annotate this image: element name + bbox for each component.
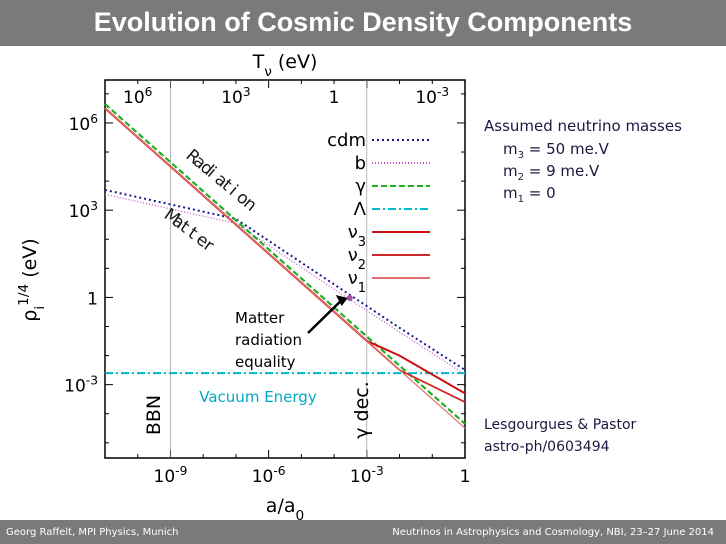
series-line-b xyxy=(104,193,466,376)
series-line-cdm xyxy=(104,188,466,371)
legend-label: ν3 xyxy=(348,222,366,250)
legend-label: cdm xyxy=(327,130,366,151)
bbn-label: BBN xyxy=(143,395,165,435)
mass-m3: m3 = 50 me.V xyxy=(503,140,609,161)
equality-label: equality xyxy=(235,353,296,371)
legend-label: γ xyxy=(355,176,366,197)
citation-ref: astro-ph/0603494 xyxy=(484,439,610,455)
vacuum-energy-label: Vacuum Energy xyxy=(199,388,317,406)
top-tick-label: 106 xyxy=(123,85,153,108)
equality-label: Matter xyxy=(235,309,285,327)
x-axis-title: a/a0 xyxy=(266,495,304,524)
slide-title: Evolution of Cosmic Density Components xyxy=(93,7,633,37)
x-tick-label: 10-3 xyxy=(350,464,384,487)
x-tick-label: 10-9 xyxy=(154,464,188,487)
top-axis-title: Tν (eV) xyxy=(252,51,318,80)
y-tick-label: 106 xyxy=(69,112,99,135)
equality-label: radiation xyxy=(235,331,302,349)
footer-conference: Neutrinos in Astrophysics and Cosmology,… xyxy=(392,527,714,538)
footer-bar xyxy=(0,520,726,544)
plot-frame xyxy=(104,79,466,459)
x-tick-label: 10-6 xyxy=(252,464,286,487)
equality-point xyxy=(346,295,353,302)
legend-label: Λ xyxy=(354,199,367,220)
legend-label: ν2 xyxy=(348,245,366,273)
equality-arrow-shaft xyxy=(307,299,343,334)
legend-label: ν1 xyxy=(348,268,366,296)
title-bar xyxy=(0,0,726,46)
y-tick-label: 1 xyxy=(87,289,98,309)
top-tick-label: 10-3 xyxy=(415,85,449,108)
legend-label: b xyxy=(355,153,366,174)
gamma-dec-label: γ dec. xyxy=(351,381,373,439)
equality-arrow-head xyxy=(335,295,348,307)
top-tick-label: 103 xyxy=(221,85,250,108)
y-axis-title: ρi1/4 (eV) xyxy=(16,238,48,321)
y-tick-label: 103 xyxy=(69,199,98,222)
citation-authors: Lesgourgues & Pastor xyxy=(484,417,637,433)
series-line-ν1 xyxy=(104,107,466,429)
footer-author: Georg Raffelt, MPI Physics, Munich xyxy=(6,527,179,538)
y-tick-label: 10-3 xyxy=(64,374,98,397)
x-tick-label: 1 xyxy=(460,467,471,487)
top-tick-label: 1 xyxy=(329,88,340,108)
series-line-ν3 xyxy=(104,107,466,395)
mass-m2: m2 = 9 me.V xyxy=(503,162,600,183)
mass-m1: m1 = 0 xyxy=(503,184,556,205)
masses-heading: Assumed neutrino masses xyxy=(484,117,682,135)
